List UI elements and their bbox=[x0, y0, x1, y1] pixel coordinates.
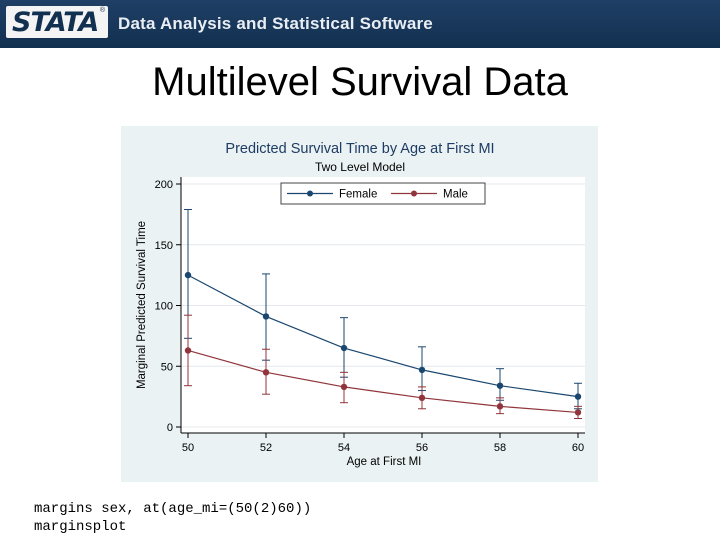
stata-banner: STATA ® Data Analysis and Statistical So… bbox=[0, 0, 720, 48]
series-male bbox=[184, 314, 582, 419]
data-point-male-1 bbox=[262, 369, 270, 376]
x-tick-label-0: 50 bbox=[182, 442, 194, 454]
slide-title: Multilevel Survival Data bbox=[152, 60, 568, 104]
survival-chart: Predicted Survival Time by Age at First … bbox=[121, 126, 598, 482]
y-tick-label-3: 150 bbox=[155, 240, 173, 252]
chart-subtitle: Two Level Model bbox=[315, 160, 405, 174]
x-axis-label: Age at First MI bbox=[347, 456, 422, 468]
series-female bbox=[184, 209, 582, 410]
data-point-female-4 bbox=[496, 382, 504, 389]
x-tick-label-5: 60 bbox=[572, 442, 584, 454]
series-line-female bbox=[187, 274, 579, 398]
x-tick-label-3: 56 bbox=[416, 442, 428, 454]
y-tick-label-0: 0 bbox=[167, 422, 173, 434]
y-tick-label-1: 50 bbox=[161, 361, 173, 373]
legend-label-male: Male bbox=[443, 189, 468, 201]
chart-title: Predicted Survival Time by Age at First … bbox=[225, 141, 494, 157]
data-point-female-3 bbox=[418, 366, 426, 374]
y-tick-label-4: 200 bbox=[155, 179, 173, 191]
banner-tagline: Data Analysis and Statistical Software bbox=[118, 14, 433, 33]
stata-logo: STATA ® bbox=[6, 6, 108, 38]
data-point-female-5 bbox=[574, 393, 582, 400]
data-point-female-1 bbox=[262, 313, 270, 320]
data-point-female-2 bbox=[340, 344, 348, 352]
legend-box bbox=[280, 182, 486, 205]
code-line-2: marginsplot bbox=[34, 519, 127, 535]
stata-logo-text: STATA bbox=[12, 7, 99, 38]
grid-lines bbox=[181, 183, 585, 428]
data-point-female-0 bbox=[184, 271, 192, 279]
x-tick-label-4: 58 bbox=[494, 442, 506, 454]
series-line-male bbox=[187, 349, 579, 414]
data-point-male-5 bbox=[574, 409, 582, 416]
legend-label-female: Female bbox=[339, 189, 377, 201]
x-tick-label-1: 52 bbox=[260, 442, 272, 454]
chart-container: Predicted Survival Time by Age at First … bbox=[121, 126, 598, 482]
data-point-male-2 bbox=[340, 383, 348, 391]
y-tick-label-2: 100 bbox=[155, 301, 173, 313]
legend: Female Male bbox=[280, 182, 486, 205]
series-layer bbox=[184, 209, 582, 419]
data-point-male-3 bbox=[418, 394, 426, 402]
code-line-1: margins sex, at(age_mi=(50(2)60)) bbox=[34, 501, 312, 517]
data-point-male-4 bbox=[496, 403, 504, 410]
y-axis-label: Marginal Predicted Survival Time bbox=[136, 221, 148, 389]
axes: 0 50 100 150 200 50 52 54 56 58 60 bbox=[155, 177, 585, 454]
data-point-male-0 bbox=[184, 347, 192, 354]
code-snippet: margins sex, at(age_mi=(50(2)60))margins… bbox=[34, 500, 311, 536]
x-tick-label-2: 54 bbox=[338, 442, 350, 454]
registered-mark: ® bbox=[99, 7, 105, 14]
legend-marker-female bbox=[307, 190, 313, 197]
legend-marker-male bbox=[411, 190, 417, 197]
